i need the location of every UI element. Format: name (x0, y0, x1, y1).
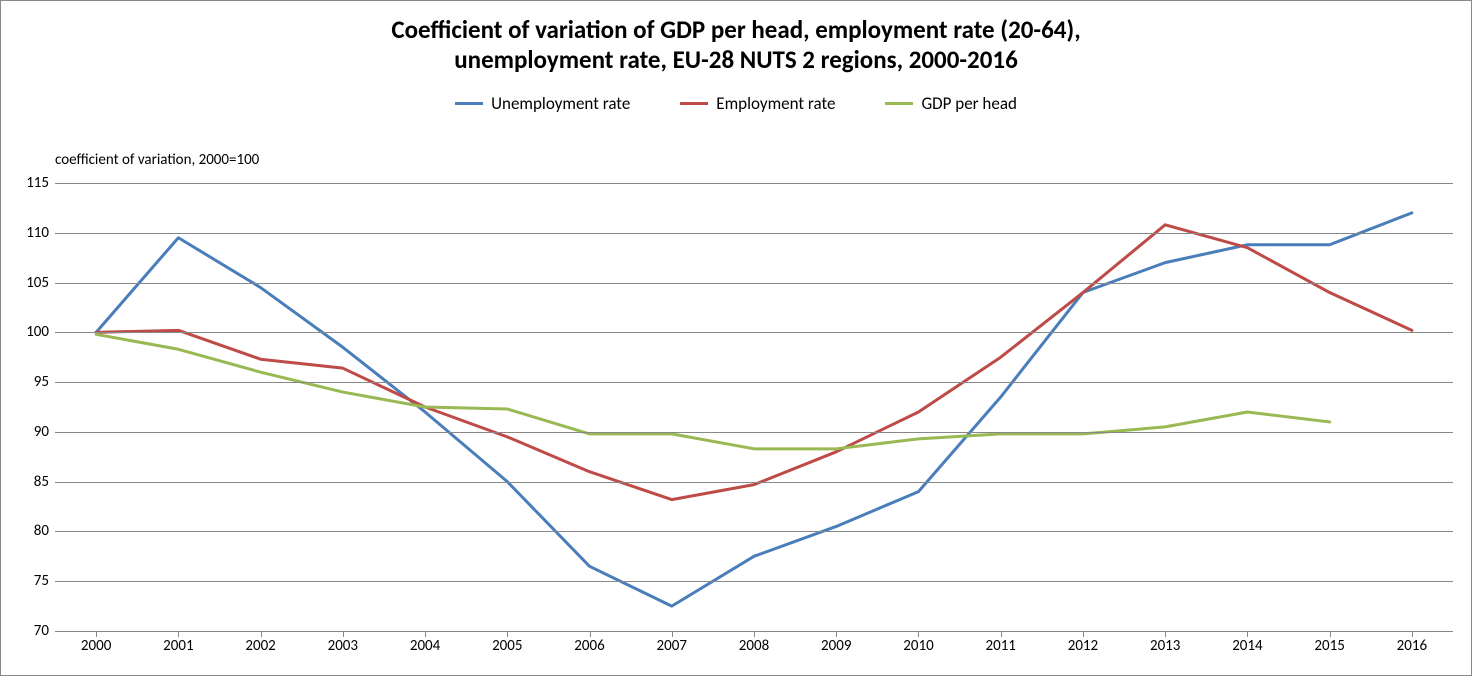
chart-container: Coefficient of variation of GDP per head… (0, 0, 1472, 676)
x-tick-label: 2008 (739, 637, 769, 655)
x-tick-label: 2004 (410, 637, 440, 655)
x-tick-label: 2007 (657, 637, 687, 655)
x-tick (1412, 631, 1413, 637)
x-tick-label: 2002 (245, 637, 275, 655)
y-tick-label: 90 (34, 423, 49, 441)
x-tick-label: 2011 (985, 637, 1015, 655)
line-layer (55, 183, 1453, 631)
y-axis-subtitle: coefficient of variation, 2000=100 (55, 151, 259, 169)
legend-item: Employment rate (680, 93, 835, 114)
y-tick-label: 110 (26, 224, 49, 242)
grid-line (55, 581, 1453, 582)
y-tick-label: 80 (34, 522, 49, 540)
y-tick-label: 85 (34, 473, 49, 491)
x-tick-label: 2013 (1150, 637, 1180, 655)
x-tick (1247, 631, 1248, 637)
grid-line (55, 283, 1453, 284)
x-tick-label: 2012 (1068, 637, 1098, 655)
x-tick-label: 2003 (328, 637, 358, 655)
x-tick (1165, 631, 1166, 637)
x-tick (425, 631, 426, 637)
y-tick-label: 95 (34, 373, 49, 391)
x-tick (261, 631, 262, 637)
chart-title: Coefficient of variation of GDP per head… (1, 1, 1471, 75)
x-tick-label: 2016 (1397, 637, 1427, 655)
x-tick (178, 631, 179, 637)
x-tick (672, 631, 673, 637)
title-line-2: unemployment rate, EU-28 NUTS 2 regions,… (1, 45, 1471, 75)
legend-label: Unemployment rate (491, 93, 630, 114)
x-tick (1001, 631, 1002, 637)
x-tick (96, 631, 97, 637)
legend-item: GDP per head (885, 93, 1016, 114)
x-tick-label: 2000 (81, 637, 111, 655)
x-tick (590, 631, 591, 637)
legend-swatch (885, 102, 913, 105)
grid-line (55, 482, 1453, 483)
x-tick-label: 2005 (492, 637, 522, 655)
x-tick-label: 2006 (574, 637, 604, 655)
legend: Unemployment rate Employment rate GDP per … (1, 93, 1471, 114)
legend-item: Unemployment rate (455, 93, 630, 114)
grid-line (55, 183, 1453, 184)
x-tick (918, 631, 919, 637)
grid-line (55, 233, 1453, 234)
x-tick (836, 631, 837, 637)
plot-area: 7075808590951001051101152000200120022003… (55, 183, 1453, 631)
y-tick-label: 105 (26, 274, 49, 292)
x-tick-label: 2010 (903, 637, 933, 655)
x-tick (754, 631, 755, 637)
x-tick-label: 2015 (1314, 637, 1344, 655)
title-line-1: Coefficient of variation of GDP per head… (1, 15, 1471, 45)
x-tick-label: 2014 (1232, 637, 1262, 655)
legend-label: Employment rate (716, 93, 835, 114)
x-tick-label: 2009 (821, 637, 851, 655)
x-tick (507, 631, 508, 637)
legend-label: GDP per head (921, 93, 1016, 114)
legend-swatch (455, 102, 483, 105)
y-tick-label: 115 (26, 174, 49, 192)
grid-line (55, 332, 1453, 333)
x-tick (1330, 631, 1331, 637)
y-tick-label: 100 (26, 323, 49, 341)
grid-line (55, 432, 1453, 433)
x-tick (1083, 631, 1084, 637)
series-line (96, 225, 1412, 500)
x-tick-label: 2001 (163, 637, 193, 655)
x-tick (343, 631, 344, 637)
grid-line (55, 382, 1453, 383)
series-line (96, 213, 1412, 606)
grid-line (55, 531, 1453, 532)
y-tick-label: 70 (34, 622, 49, 640)
legend-swatch (680, 102, 708, 105)
y-tick-label: 75 (34, 572, 49, 590)
